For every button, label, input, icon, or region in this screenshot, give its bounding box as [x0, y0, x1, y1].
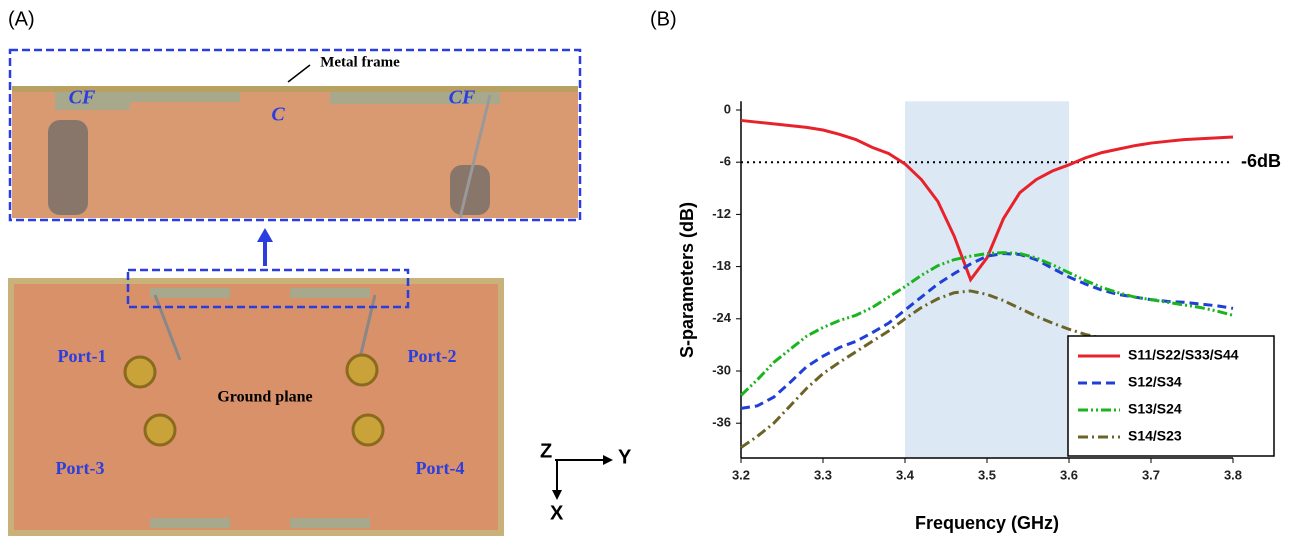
x-tick-label: 3.6 — [1060, 467, 1078, 482]
connector — [125, 357, 155, 387]
legend-label: S14/S23 — [1128, 428, 1182, 444]
strip — [290, 518, 370, 528]
shaded-band — [905, 101, 1069, 458]
solder — [48, 120, 88, 215]
y-tick-label: -24 — [712, 310, 732, 325]
connector — [353, 415, 383, 445]
annotation: CF — [449, 87, 476, 109]
ground-plane — [14, 284, 498, 530]
legend-label: S11/S22/S33/S44 — [1128, 347, 1239, 363]
axis-symbol: Z — [540, 440, 552, 462]
y-tick-label: 0 — [724, 101, 731, 116]
y-tick-label: -30 — [712, 362, 731, 377]
x-tick-label: 3.8 — [1224, 467, 1242, 482]
arrow-head — [257, 228, 273, 242]
y-axis-label: S-parameters (dB) — [677, 202, 697, 358]
port-label: Port-1 — [58, 346, 107, 366]
annotation: CF — [69, 87, 96, 109]
x-tick-label: 3.4 — [896, 467, 915, 482]
x-tick-label: 3.7 — [1142, 467, 1160, 482]
connector — [347, 355, 377, 385]
axis-symbol: X — [550, 502, 564, 524]
legend-label: S12/S34 — [1128, 374, 1182, 390]
y-tick-label: -18 — [712, 258, 731, 273]
axis-symbol: Y — [618, 446, 632, 468]
connector — [145, 415, 175, 445]
panel-label: (B) — [650, 8, 677, 30]
port-label: Port-2 — [408, 346, 457, 366]
strip — [290, 288, 370, 298]
arrow-head — [552, 490, 562, 500]
arrow-head — [603, 455, 613, 465]
y-tick-label: -36 — [712, 415, 731, 430]
annotation: Metal frame — [320, 54, 400, 70]
figure: (A) Metal frame CF C CF Port-1 Port-2 Po… — [0, 0, 1296, 541]
x-tick-label: 3.5 — [978, 467, 996, 482]
legend-label: S13/S24 — [1128, 401, 1182, 417]
annotation: C — [271, 104, 285, 126]
strip — [150, 288, 230, 298]
inset-frame — [12, 86, 578, 92]
port-label: Port-3 — [56, 458, 105, 478]
strip — [130, 92, 240, 102]
port-label: Port-4 — [416, 458, 465, 478]
reference-label: -6dB — [1241, 151, 1281, 171]
panel-label: (A) — [8, 8, 35, 30]
strip — [150, 518, 230, 528]
y-tick-label: -12 — [712, 206, 731, 221]
y-tick-label: -6 — [719, 154, 731, 169]
annotation: Ground plane — [217, 389, 312, 406]
x-tick-label: 3.3 — [814, 467, 832, 482]
x-axis-label: Frequency (GHz) — [915, 513, 1059, 533]
x-tick-label: 3.2 — [732, 467, 750, 482]
